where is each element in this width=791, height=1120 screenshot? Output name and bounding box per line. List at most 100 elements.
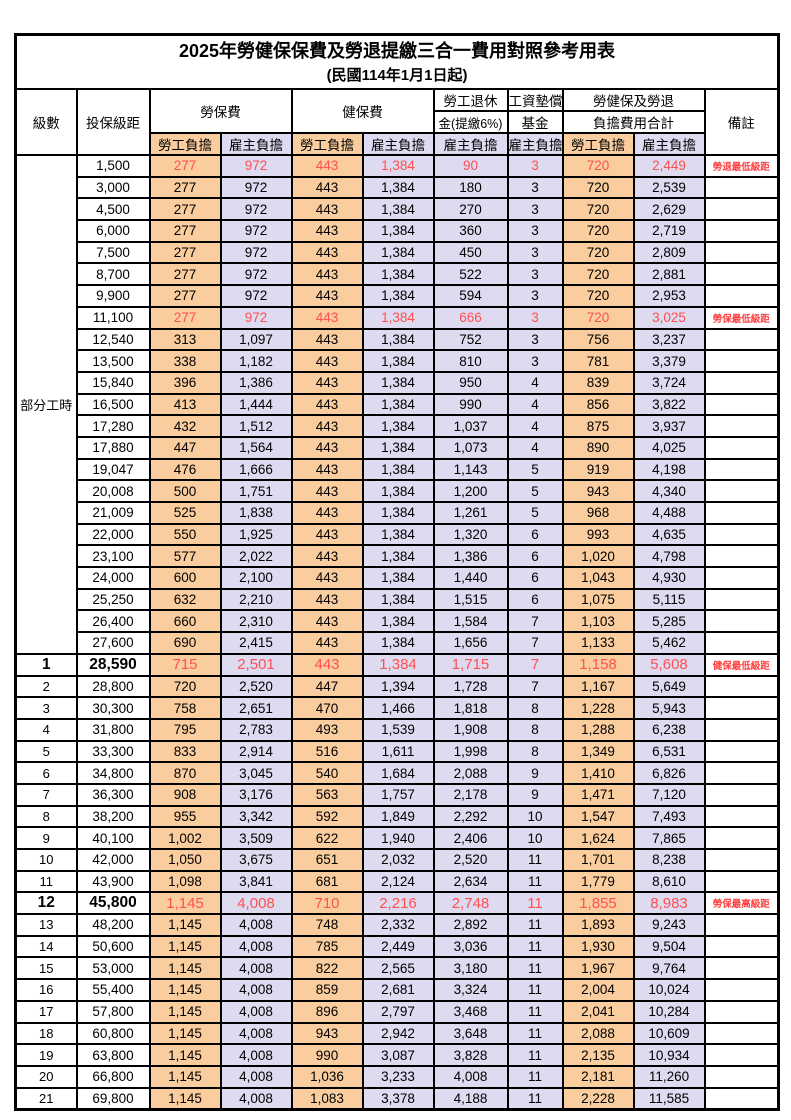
value-cell: 3 (506, 240, 564, 265)
value-cell: 1,073 (432, 435, 509, 460)
value-cell: 4,008 (219, 913, 293, 937)
level-cell: 17 (14, 999, 78, 1024)
remark-cell (703, 175, 780, 200)
remark-cell (703, 501, 780, 525)
value-cell: 443 (290, 327, 364, 352)
value-cell: 1,998 (432, 739, 509, 764)
value-cell: 1,167 (561, 674, 635, 699)
value-cell: 1,656 (432, 631, 509, 655)
value-cell: 6 (506, 544, 564, 569)
value-cell: 2,216 (361, 891, 435, 916)
value-cell: 2,719 (632, 219, 706, 243)
value-cell: 443 (290, 414, 364, 438)
value-cell: 1,547 (561, 804, 635, 829)
value-cell: 11 (506, 1043, 564, 1067)
value-cell: 2,539 (632, 175, 706, 200)
value-cell: 277 (148, 197, 222, 222)
value-cell: 1,701 (561, 848, 635, 872)
remark-cell (703, 696, 780, 720)
value-cell: 1,466 (361, 696, 435, 720)
value-cell: 360 (432, 219, 509, 243)
value-cell: 1,384 (361, 370, 435, 395)
bracket-cell: 17,880 (75, 435, 151, 460)
remark-cell (703, 717, 780, 742)
value-cell: 1,386 (432, 544, 509, 569)
value-cell: 660 (148, 609, 222, 634)
value-cell: 3,822 (632, 392, 706, 417)
table-row: 17,280 432 1,512 443 1,384 1,037 4 875 3,937 (16, 414, 780, 438)
table-row: 11,100 277 972 443 1,384 666 3 720 3,025 勞保最低級距 (16, 305, 780, 330)
value-cell: 277 (148, 219, 222, 243)
table-row: 16,500 413 1,444 443 1,384 990 4 856 3,822 (16, 392, 780, 417)
value-cell: 9,764 (632, 956, 706, 981)
value-cell: 2,041 (561, 999, 635, 1024)
value-cell: 3,342 (219, 804, 293, 829)
value-cell: 859 (290, 978, 364, 1002)
subheader-wage-fund-employer: 雇主負擔 (506, 132, 564, 156)
value-cell: 5,608 (632, 652, 706, 677)
header-health-insurance: 健保費 (290, 88, 435, 134)
remark-cell (703, 370, 780, 395)
table-row: 13,500 338 1,182 443 1,384 810 3 781 3,379 (16, 349, 780, 373)
remark-cell (703, 804, 780, 829)
table-row: 21 69,800 1,145 4,008 1,083 3,378 4,188 11 2,228… (14, 1086, 780, 1111)
bracket-cell: 6,000 (75, 219, 151, 243)
value-cell: 8,983 (632, 891, 706, 916)
value-cell: 277 (148, 305, 222, 330)
value-cell: 1,384 (361, 501, 435, 525)
table-row: 18 60,800 1,145 4,008 943 2,942 3,648 11 2,088 10… (14, 1021, 780, 1046)
table-row: 13 48,200 1,145 4,008 748 2,332 2,892 11 1,893 9,… (14, 913, 780, 937)
value-cell: 720 (561, 175, 635, 200)
value-cell: 2,634 (432, 869, 509, 894)
value-cell: 950 (432, 370, 509, 395)
remark-cell (703, 782, 780, 807)
value-cell: 11 (506, 1021, 564, 1046)
value-cell: 1,444 (219, 392, 293, 417)
value-cell: 525 (148, 501, 222, 525)
level-cell: 14 (14, 934, 78, 959)
value-cell: 756 (561, 327, 635, 352)
value-cell: 1,410 (561, 761, 635, 785)
bracket-cell: 38,200 (75, 804, 151, 829)
value-cell: 720 (561, 262, 635, 287)
value-cell: 3 (506, 197, 564, 222)
value-cell: 4,930 (632, 566, 706, 590)
value-cell: 1,384 (361, 631, 435, 655)
bracket-cell: 30,300 (75, 696, 151, 720)
table-row: 24,000 600 2,100 443 1,384 1,440 6 1,043 4,930 (16, 566, 780, 590)
value-cell: 4,008 (432, 1064, 509, 1089)
value-cell: 2,942 (361, 1021, 435, 1046)
value-cell: 443 (290, 566, 364, 590)
value-cell: 856 (561, 392, 635, 417)
value-cell: 3,937 (632, 414, 706, 438)
level-cell: 20 (14, 1064, 78, 1089)
remark-cell (703, 869, 780, 894)
value-cell: 1,715 (432, 652, 509, 677)
table-row: 22,000 550 1,925 443 1,384 1,320 6 993 4,635 (16, 522, 780, 547)
value-cell: 3,233 (361, 1064, 435, 1089)
bracket-cell: 4,500 (75, 197, 151, 222)
value-cell: 6 (506, 587, 564, 612)
value-cell: 1,849 (361, 804, 435, 829)
value-cell: 5,115 (632, 587, 706, 612)
value-cell: 2,100 (219, 566, 293, 590)
premium-table: 2025年勞健保保費及勞退提繳三合一費用對照參考用表 (民國114年1月1日起)… (14, 33, 781, 1111)
value-cell: 2,004 (561, 978, 635, 1002)
value-cell: 6,531 (632, 739, 706, 764)
remark-cell: 勞退最低級距 (703, 154, 780, 178)
remark-cell (703, 349, 780, 373)
value-cell: 1,838 (219, 501, 293, 525)
value-cell: 11,585 (632, 1086, 706, 1111)
value-cell: 2,178 (432, 782, 509, 807)
value-cell: 968 (561, 501, 635, 525)
value-cell: 443 (290, 392, 364, 417)
value-cell: 896 (290, 999, 364, 1024)
value-cell: 7 (506, 652, 564, 677)
value-cell: 3 (506, 154, 564, 178)
value-cell: 1,320 (432, 522, 509, 547)
value-cell: 180 (432, 175, 509, 200)
value-cell: 550 (148, 522, 222, 547)
value-cell: 1,145 (148, 1021, 222, 1046)
value-cell: 2,449 (632, 154, 706, 178)
